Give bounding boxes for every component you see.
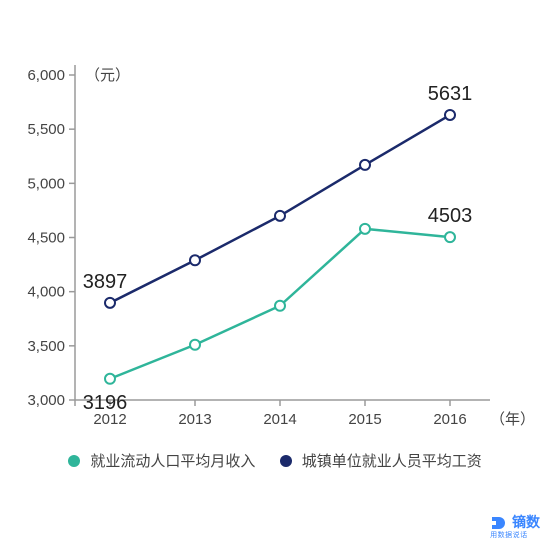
legend-item-series2: 城镇单位就业人员平均工资 — [280, 450, 482, 471]
svg-text:4503: 4503 — [428, 205, 473, 227]
svg-text:3,500: 3,500 — [27, 338, 65, 355]
svg-text:3196: 3196 — [83, 392, 128, 414]
legend-dot-series1 — [68, 455, 80, 467]
legend-dot-series2 — [280, 455, 292, 467]
svg-text:2015: 2015 — [348, 411, 381, 428]
legend-label-series1: 就业流动人口平均月收入 — [90, 453, 255, 470]
svg-text:5,000: 5,000 — [27, 175, 65, 192]
svg-text:（年）: （年） — [490, 411, 535, 428]
svg-text:4,000: 4,000 — [27, 284, 65, 301]
svg-text:6,000: 6,000 — [27, 67, 65, 84]
svg-text:2013: 2013 — [178, 411, 211, 428]
watermark-text: 镝数 — [512, 514, 540, 530]
svg-text:3897: 3897 — [83, 271, 128, 293]
svg-text:5631: 5631 — [428, 83, 473, 105]
svg-text:3,000: 3,000 — [27, 392, 65, 409]
watermark-subtext: 用数据说话 — [490, 530, 540, 540]
svg-text:5,500: 5,500 — [27, 121, 65, 138]
svg-text:（元）: （元） — [85, 67, 130, 84]
svg-text:2014: 2014 — [263, 411, 296, 428]
legend-item-series1: 就业流动人口平均月收入 — [68, 450, 255, 471]
watermark: 镝数 用数据说话 — [490, 512, 540, 540]
svg-text:2016: 2016 — [433, 411, 466, 428]
legend-label-series2: 城镇单位就业人员平均工资 — [302, 453, 482, 470]
svg-text:4,500: 4,500 — [27, 230, 65, 247]
legend: 就业流动人口平均月收入 城镇单位就业人员平均工资 — [0, 450, 550, 471]
